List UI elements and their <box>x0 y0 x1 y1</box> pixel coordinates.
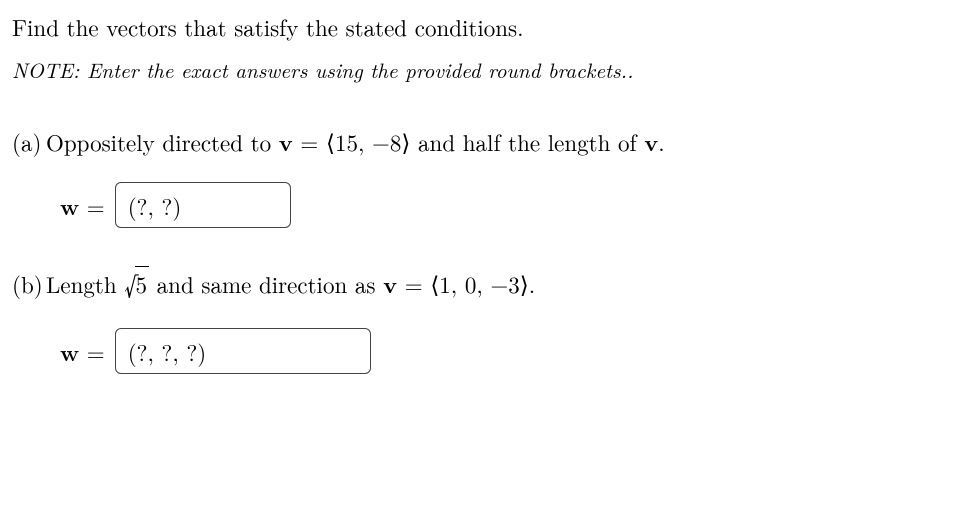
part-b-answer-lhs: w = <box>60 335 105 368</box>
vector-w-symbol: w <box>60 335 79 368</box>
part-b: (b) Length √5 and same direction as v = … <box>12 264 966 374</box>
equals-sign: = <box>397 267 430 300</box>
equals-sign: = <box>79 189 105 222</box>
part-a-posttext: and half the length of <box>410 125 644 158</box>
part-b-text: Length √5 and same direction as v = ⟨1, … <box>46 264 535 304</box>
vector-a-values: 15, −8 <box>335 125 401 158</box>
sqrt-expression: √5 <box>124 264 149 304</box>
instruction-text: Find the vectors that satisfy the stated… <box>12 10 966 43</box>
part-b-answer-row: w = (?, ?, ?) <box>60 328 966 374</box>
vector-v-symbol: v <box>279 125 293 158</box>
equals-sign: = <box>293 125 326 158</box>
part-a-answer-input[interactable]: (?, ?) <box>115 182 291 228</box>
part-b-question: (b) Length √5 and same direction as v = … <box>12 264 966 304</box>
angle-close: ⟩ <box>520 267 529 300</box>
angle-open: ⟨ <box>326 125 335 158</box>
part-a-pretext: Oppositely directed to <box>46 125 279 158</box>
sqrt-radicand: 5 <box>135 266 150 300</box>
part-b-midtext: and same direction as <box>149 267 383 300</box>
part-b-placeholder: (?, ?, ?) <box>128 335 207 368</box>
part-b-label: (b) <box>12 267 46 300</box>
part-a-answer-lhs: w = <box>60 189 105 222</box>
part-a: (a) Oppositely directed to v = ⟨15, −8⟩ … <box>12 125 966 228</box>
part-a-text: Oppositely directed to v = ⟨15, −8⟩ and … <box>46 125 665 158</box>
part-b-answer-input[interactable]: (?, ?, ?) <box>115 328 371 374</box>
part-a-question: (a) Oppositely directed to v = ⟨15, −8⟩ … <box>12 125 966 158</box>
vector-v-symbol: v <box>383 267 397 300</box>
part-b-pretext: Length <box>46 267 124 300</box>
period: . <box>529 267 535 300</box>
part-a-answer-row: w = (?, ?) <box>60 182 966 228</box>
equals-sign: = <box>79 335 105 368</box>
vector-b-values: 1, 0, −3 <box>439 267 520 300</box>
part-a-placeholder: (?, ?) <box>128 189 182 222</box>
period: . <box>658 125 664 158</box>
part-a-label: (a) <box>12 125 46 158</box>
note-text: NOTE: Enter the exact answers using the … <box>12 55 966 85</box>
vector-w-symbol: w <box>60 189 79 222</box>
vector-v-symbol-2: v <box>644 125 658 158</box>
angle-open: ⟨ <box>430 267 439 300</box>
